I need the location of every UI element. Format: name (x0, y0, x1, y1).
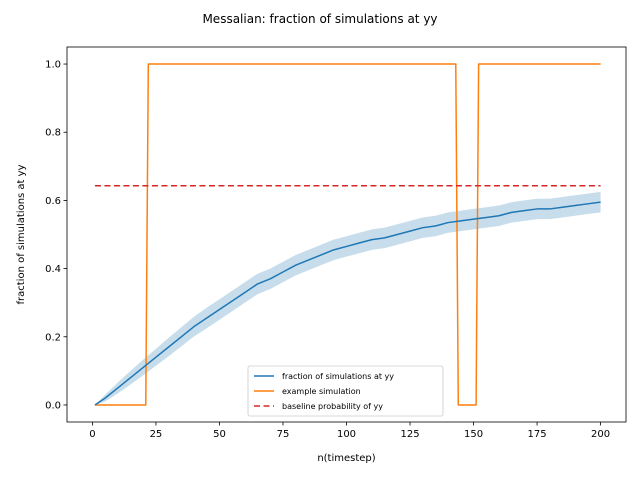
x-tick-label: 125 (400, 429, 419, 440)
series-line-0 (94, 201, 601, 406)
x-tick-label: 50 (213, 429, 226, 440)
legend-label: baseline probability of yy (282, 402, 383, 411)
y-tick-label: 0.4 (45, 264, 61, 275)
y-tick-label: 1.0 (45, 60, 61, 71)
x-tick-label: 25 (150, 429, 163, 440)
y-tick-label: 0.0 (45, 400, 61, 411)
x-tick-label: 200 (591, 429, 610, 440)
axes: 0 25 50 75 100 125 150 175 200 0.0 0.2 0.4 0.6 0.8 1.0 (45, 46, 627, 440)
x-tick-label: 175 (528, 429, 547, 440)
x-tick-label: 100 (337, 429, 356, 440)
legend: fraction of simulations at yy example sim… (247, 365, 444, 417)
plot-area (94, 63, 601, 406)
confidence-band (94, 191, 601, 405)
series-line-1 (94, 63, 601, 406)
y-tick-label: 0.2 (45, 332, 61, 343)
x-tick-label: 75 (277, 429, 290, 440)
x-tick-label: 0 (89, 429, 95, 440)
legend-box (247, 365, 444, 417)
chart-title: Messalian: fraction of simulations at yy (202, 12, 437, 26)
x-axis-label: n(timestep) (317, 453, 375, 464)
y-axis-label: fraction of simulations at yy (16, 164, 27, 304)
legend-label: example simulation (282, 387, 361, 396)
y-tick-label: 0.6 (45, 196, 61, 207)
x-tick-label: 150 (464, 429, 483, 440)
legend-label: fraction of simulations at yy (282, 372, 394, 381)
y-tick-label: 0.8 (45, 128, 61, 139)
